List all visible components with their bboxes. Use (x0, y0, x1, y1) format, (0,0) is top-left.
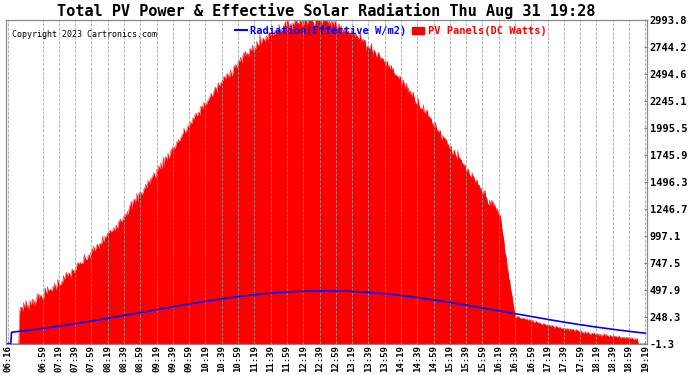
Legend: Radiation(Effective W/m2), PV Panels(DC Watts): Radiation(Effective W/m2), PV Panels(DC … (230, 22, 551, 40)
Title: Total PV Power & Effective Solar Radiation Thu Aug 31 19:28: Total PV Power & Effective Solar Radiati… (57, 3, 595, 19)
Text: Copyright 2023 Cartronics.com: Copyright 2023 Cartronics.com (12, 30, 157, 39)
